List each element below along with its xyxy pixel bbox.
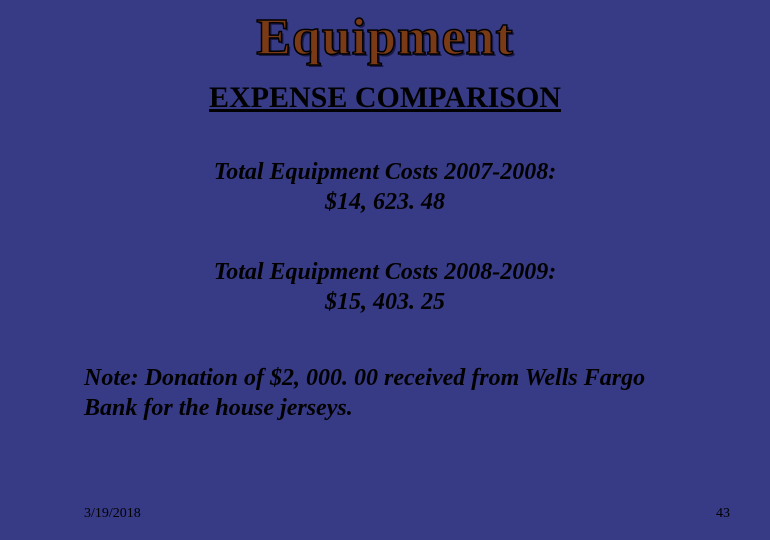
cost-block-2: Total Equipment Costs 2008-2009: $15, 40… (0, 257, 770, 317)
slide-footer: 3/19/2018 43 (0, 506, 770, 522)
slide-wordart-title: Equipment (0, 0, 770, 67)
cost-block-1: Total Equipment Costs 2007-2008: $14, 62… (0, 157, 770, 217)
footer-date: 3/19/2018 (84, 506, 141, 522)
cost-value-1: $14, 623. 48 (0, 187, 770, 217)
footer-page-number: 43 (716, 506, 730, 522)
donation-note: Note: Donation of $2, 000. 00 received f… (0, 363, 770, 423)
slide-subtitle: EXPENSE COMPARISON (0, 81, 770, 115)
wordart-text: Equipment (256, 9, 514, 66)
cost-label-2: Total Equipment Costs 2008-2009: (0, 257, 770, 287)
cost-label-1: Total Equipment Costs 2007-2008: (0, 157, 770, 187)
cost-value-2: $15, 403. 25 (0, 287, 770, 317)
